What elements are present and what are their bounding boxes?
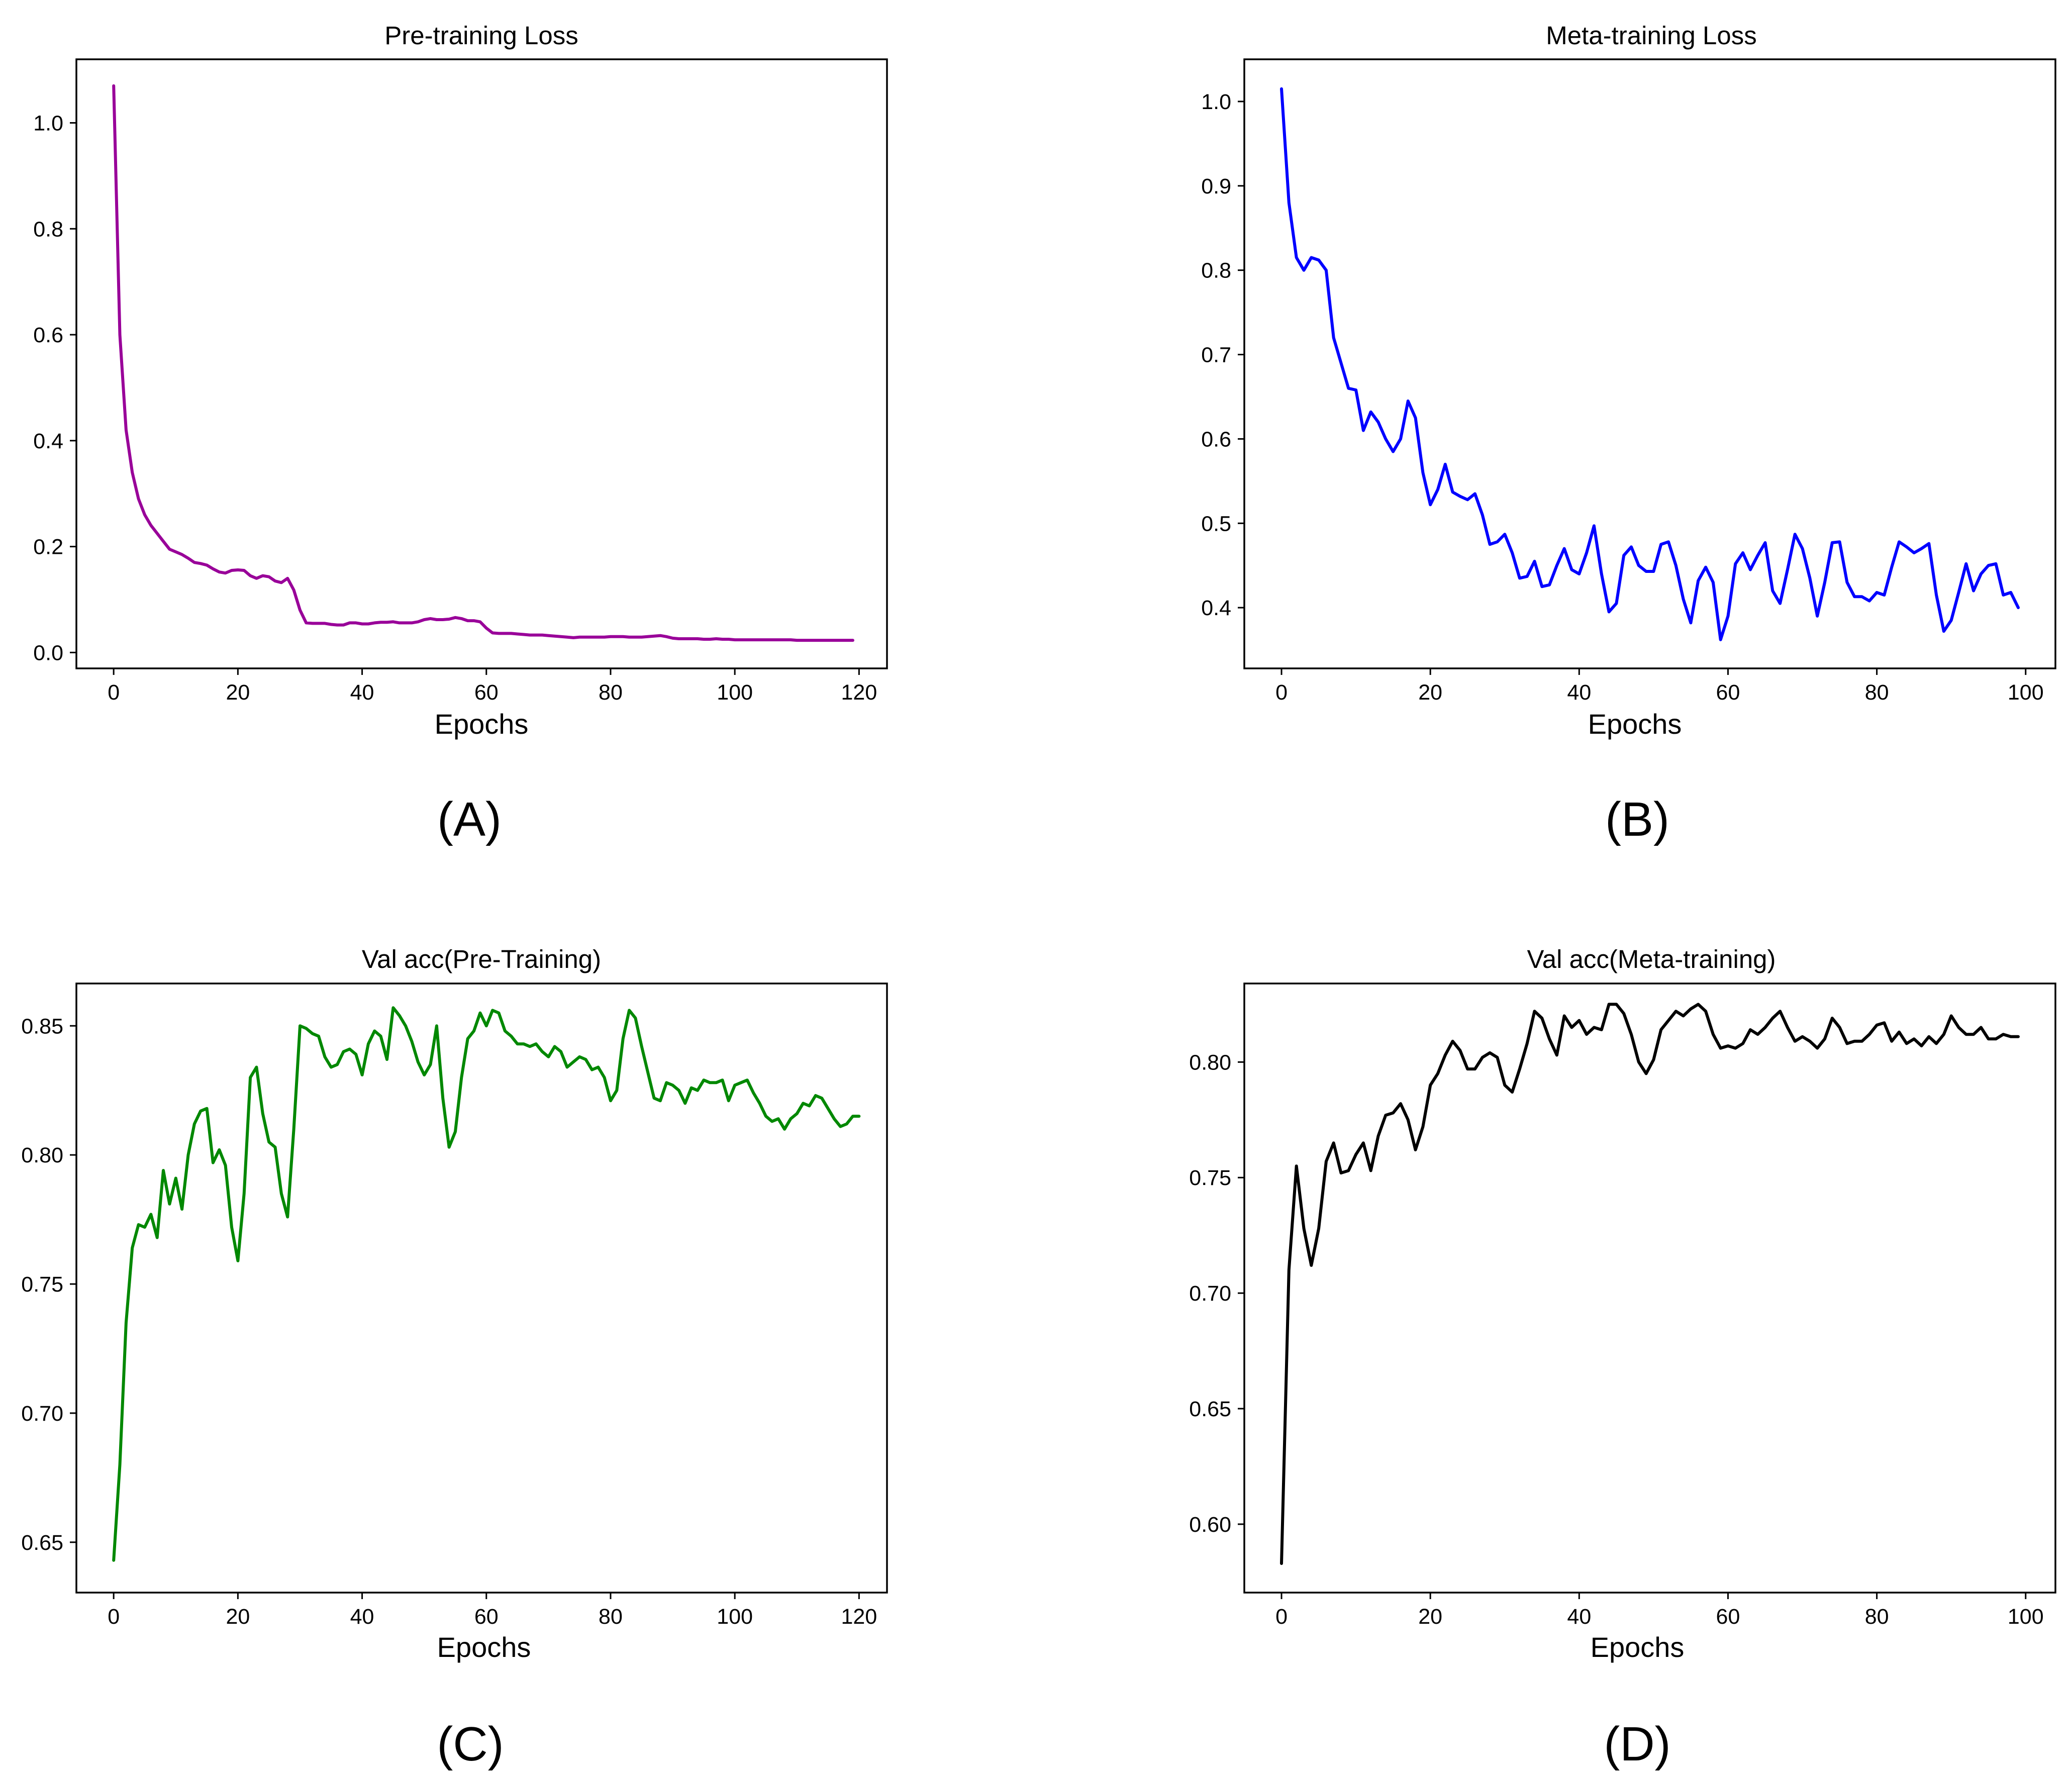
ticks-group: 0 20 40 60 80 100 120 0.0 0.2 0.4 0.6 0.8 1.0 [33, 111, 877, 705]
y-tick-label: 0.70 [21, 1402, 63, 1426]
y-tick-label: 0.8 [1201, 259, 1231, 283]
plot-area [112, 84, 854, 642]
panel-b: Meta-training Loss 0 20 40 60 80 100 0.4 0.5 0.6… [1201, 21, 2056, 846]
x-tick-label: 0 [108, 680, 120, 705]
x-tick-label: 100 [2008, 1605, 2044, 1629]
y-tick-label: 0.2 [33, 535, 63, 559]
y-tick-label: 0.9 [1201, 174, 1231, 199]
y-tick-label: 0.6 [33, 323, 63, 347]
y-tick-label: 0.8 [33, 217, 63, 241]
panel-c: Val acc(Pre-Training) 0 20 40 60 80 100 120 0.6… [21, 945, 888, 1771]
x-tick-label: 80 [1865, 680, 1889, 705]
panel-a: Pre-training Loss 0 20 40 60 80 100 1200.00.20… [33, 21, 888, 846]
y-tick-label: 0.6 [1201, 427, 1231, 451]
y-tick-label: 0.75 [1189, 1166, 1231, 1190]
panel-d: Val acc(Meta-training) 0 20 40 60 80 1000.600… [1189, 945, 2056, 1771]
x-axis-label: Epochs [437, 1631, 531, 1663]
x-tick-label: 20 [1418, 1605, 1442, 1629]
x-tick-label: 100 [717, 680, 753, 705]
x-tick-label: 20 [226, 680, 250, 705]
x-tick-label: 20 [226, 1605, 250, 1629]
x-tick-label: 0 [108, 1605, 120, 1629]
x-axis-label: Epochs [435, 708, 529, 740]
plot-area [1280, 87, 2020, 641]
y-tick-label: 0.65 [1189, 1397, 1231, 1421]
x-tick-label: 40 [350, 1605, 374, 1629]
y-tick-label: 0.4 [33, 429, 63, 453]
x-tick-label: 60 [474, 1605, 499, 1629]
y-tick-label: 0.5 [1201, 512, 1231, 536]
y-tick-label: 0.85 [21, 1014, 63, 1038]
x-axis-label: Epochs [1588, 708, 1682, 740]
plot-frame [1243, 982, 2056, 1594]
x-tick-label: 60 [474, 680, 499, 705]
x-tick-label: 40 [1567, 1605, 1591, 1629]
x-tick-label: 120 [841, 680, 877, 705]
y-tick-label: 0.60 [1189, 1513, 1231, 1537]
y-tick-label: 1.0 [1201, 90, 1231, 114]
y-tick-label: 0.7 [1201, 343, 1231, 367]
x-tick-label: 100 [717, 1605, 753, 1629]
series-line [112, 84, 854, 642]
plot-frame [75, 982, 888, 1594]
x-tick-label: 40 [1567, 680, 1591, 705]
y-tick-label: 0.70 [1189, 1282, 1231, 1306]
x-tick-label: 0 [1275, 680, 1288, 705]
series-line [112, 1006, 861, 1562]
chart-title: Val acc(Pre-Training) [362, 945, 601, 973]
ticks-group: 0 20 40 60 80 100 0.60 0.65 0.70 0.75 0.80 [1189, 1050, 2043, 1629]
x-axis-label: Epochs [1591, 1631, 1685, 1663]
series-line [1280, 1003, 2020, 1565]
panel-caption: (A) [437, 793, 502, 846]
ticks-group: 0 20 40 60 80 100 120 0.65 0.70 0.75 0.80 0.85 [21, 1014, 877, 1629]
x-tick-label: 120 [841, 1605, 877, 1629]
y-tick-label: 0.0 [33, 641, 63, 665]
chart-title: Meta-training Loss [1546, 21, 1757, 50]
y-tick-label: 1.0 [33, 111, 63, 135]
x-tick-label: 60 [1716, 680, 1740, 705]
y-tick-label: 0.80 [1189, 1050, 1231, 1074]
x-tick-label: 100 [2008, 680, 2044, 705]
y-tick-label: 0.65 [21, 1531, 63, 1555]
plot-frame [1243, 58, 2056, 669]
chart-title: Pre-training Loss [384, 21, 578, 50]
x-tick-label: 20 [1418, 680, 1442, 705]
series-line [1280, 87, 2020, 641]
x-tick-label: 80 [599, 1605, 623, 1629]
y-tick-label: 0.75 [21, 1272, 63, 1297]
x-tick-label: 80 [1865, 1605, 1889, 1629]
x-tick-label: 60 [1716, 1605, 1740, 1629]
y-tick-label: 0.4 [1201, 596, 1231, 620]
chart-title: Val acc(Meta-training) [1527, 945, 1775, 973]
x-tick-label: 40 [350, 680, 374, 705]
x-tick-label: 80 [599, 680, 623, 705]
plot-frame [75, 58, 888, 669]
panel-caption: (C) [437, 1717, 504, 1771]
ticks-group: 0 20 40 60 80 100 0.4 0.5 0.6 0.7 0.8 0.9 1.0 [1201, 90, 2043, 705]
plot-area [1280, 1003, 2020, 1565]
panel-caption: (D) [1604, 1717, 1670, 1771]
x-tick-label: 0 [1275, 1605, 1288, 1629]
plot-area [112, 1006, 861, 1562]
y-tick-label: 0.80 [21, 1143, 63, 1167]
panel-caption: (B) [1605, 793, 1669, 846]
